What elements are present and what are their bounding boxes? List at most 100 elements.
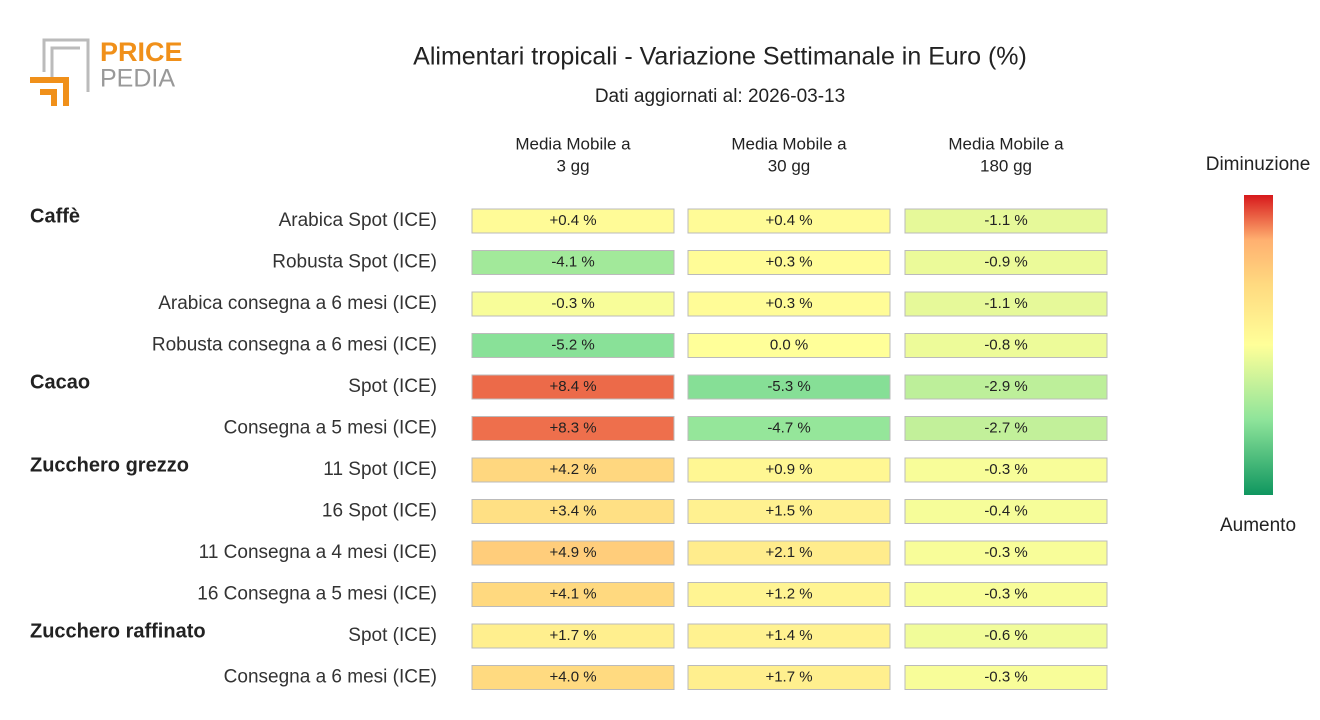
column-header: Media Mobile a — [515, 134, 631, 153]
cell-label: +0.3 % — [765, 295, 812, 312]
cell — [471, 291, 675, 317]
cell — [904, 623, 1108, 649]
cell-label: +1.7 % — [765, 668, 812, 685]
cell-label: +0.4 % — [549, 212, 596, 229]
group-label: Zucchero raffinato — [30, 620, 206, 642]
cell-label: +1.7 % — [549, 627, 596, 644]
logo: PRICE PEDIA — [30, 37, 183, 106]
group-label: Cacao — [30, 371, 90, 393]
cell — [471, 665, 675, 690]
cell — [471, 333, 675, 358]
cell-label: -0.4 % — [984, 502, 1027, 519]
cell — [687, 374, 891, 400]
cell — [687, 623, 891, 649]
cell-label: -0.3 % — [984, 668, 1027, 685]
cell — [904, 665, 1108, 690]
cell-label: +2.1 % — [765, 544, 812, 561]
cell — [904, 250, 1108, 275]
cell-label: -0.3 % — [984, 544, 1027, 561]
row-label: Spot (ICE) — [348, 625, 437, 646]
cell-label: -0.9 % — [984, 253, 1027, 270]
cell-label: -0.3 % — [984, 461, 1027, 478]
cell-label: +3.4 % — [549, 502, 596, 519]
cell-label: -1.1 % — [984, 212, 1027, 229]
cell — [471, 250, 675, 275]
cell — [904, 582, 1108, 607]
cell-label: -4.7 % — [767, 419, 810, 436]
column-header: 30 gg — [768, 156, 811, 175]
cell — [687, 499, 891, 524]
legend-top: Diminuzione — [1206, 154, 1311, 175]
cell-label: +1.5 % — [765, 502, 812, 519]
cell-label: +4.2 % — [549, 461, 596, 478]
cell — [471, 540, 675, 566]
cell-label: +1.4 % — [765, 627, 812, 644]
cell — [471, 374, 675, 400]
chart-subtitle: Dati aggiornati al: 2026-03-13 — [595, 86, 845, 107]
cell — [687, 208, 891, 234]
cell — [687, 291, 891, 317]
cell-label: -0.8 % — [984, 336, 1027, 353]
row-label: Robusta consegna a 6 mesi (ICE) — [152, 335, 437, 356]
cell-label: +4.0 % — [549, 668, 596, 685]
cell — [687, 540, 891, 566]
cell-label: -0.6 % — [984, 627, 1027, 644]
cell-label: 0.0 % — [770, 336, 808, 353]
cell — [687, 250, 891, 275]
cell-label: +4.9 % — [549, 544, 596, 561]
cell-label: -5.2 % — [551, 336, 594, 353]
cell — [471, 208, 675, 234]
cell — [687, 582, 891, 607]
cell-label: +0.3 % — [765, 253, 812, 270]
cell-label: +0.9 % — [765, 461, 812, 478]
cell-label: +8.4 % — [549, 378, 596, 395]
chart-title: Alimentari tropicali - Variazione Settim… — [413, 43, 1027, 71]
row-label: 11 Spot (ICE) — [323, 459, 437, 480]
cell-label: +0.4 % — [765, 212, 812, 229]
cell — [904, 374, 1108, 400]
colorbar — [1244, 195, 1273, 495]
cell — [904, 499, 1108, 524]
cell-label: -0.3 % — [551, 295, 594, 312]
row-label: 16 Spot (ICE) — [322, 501, 437, 522]
cell — [904, 291, 1108, 317]
cell — [687, 416, 891, 441]
column-header: Media Mobile a — [948, 134, 1064, 153]
cell — [471, 623, 675, 649]
logo-bottom: PEDIA — [100, 65, 175, 93]
cell — [687, 665, 891, 690]
cell — [687, 333, 891, 358]
cell — [904, 333, 1108, 358]
cell — [904, 208, 1108, 234]
row-label: Arabica Spot (ICE) — [279, 210, 437, 231]
cell — [471, 457, 675, 483]
cell — [471, 499, 675, 524]
column-header: 180 gg — [980, 156, 1032, 175]
group-label: Caffè — [30, 205, 80, 227]
cell-label: -1.1 % — [984, 295, 1027, 312]
row-label: Consegna a 5 mesi (ICE) — [224, 418, 437, 439]
cell-label: -5.3 % — [767, 378, 810, 395]
cell-label: -2.9 % — [984, 378, 1027, 395]
logo-top: PRICE — [100, 37, 183, 67]
row-label: 16 Consegna a 5 mesi (ICE) — [197, 584, 437, 605]
cell — [904, 416, 1108, 441]
cell-label: +8.3 % — [549, 419, 596, 436]
column-header: 3 gg — [556, 156, 589, 175]
row-label: 11 Consegna a 4 mesi (ICE) — [199, 542, 437, 563]
legend-bottom: Aumento — [1220, 515, 1296, 536]
row-label: Consegna a 6 mesi (ICE) — [224, 667, 437, 688]
group-label: Zucchero grezzo — [30, 454, 189, 476]
cell-label: +1.2 % — [765, 585, 812, 602]
column-header: Media Mobile a — [731, 134, 847, 153]
cell — [904, 540, 1108, 566]
cell-label: -0.3 % — [984, 585, 1027, 602]
row-label: Robusta Spot (ICE) — [272, 252, 437, 273]
cell-label: -4.1 % — [551, 253, 594, 270]
cell — [904, 457, 1108, 483]
cell — [471, 416, 675, 441]
row-label: Spot (ICE) — [348, 376, 437, 397]
cell-label: -2.7 % — [984, 419, 1027, 436]
cell — [471, 582, 675, 607]
